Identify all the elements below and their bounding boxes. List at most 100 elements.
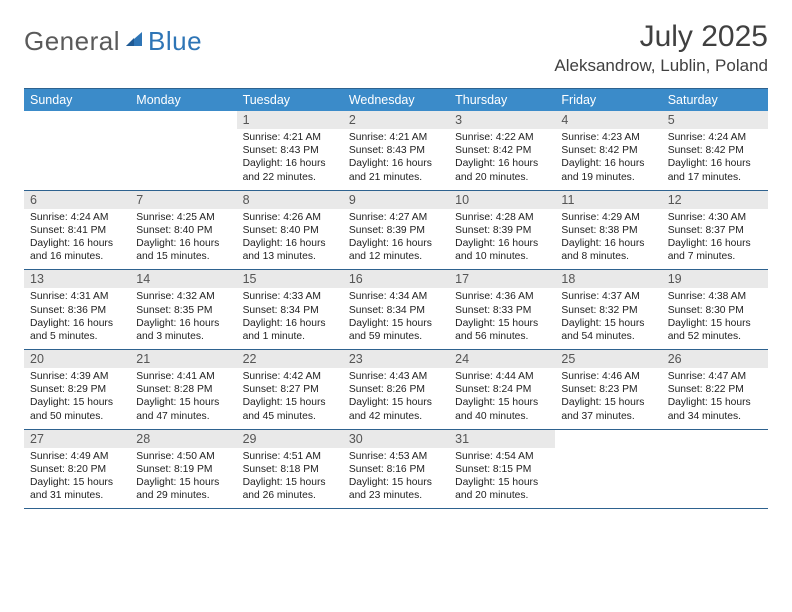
- day-number: 7: [130, 191, 236, 209]
- day-number: 31: [449, 430, 555, 448]
- daylight-line: Daylight: 15 hours and 59 minutes.: [349, 317, 443, 343]
- day-number: 15: [237, 270, 343, 288]
- day-number: [555, 430, 661, 448]
- week-row: 6789101112Sunrise: 4:24 AMSunset: 8:41 P…: [24, 191, 768, 271]
- daynum-strip: 13141516171819: [24, 270, 768, 288]
- sunrise-line: Sunrise: 4:36 AM: [455, 290, 549, 303]
- day-number: 1: [237, 111, 343, 129]
- sunrise-line: Sunrise: 4:29 AM: [561, 211, 655, 224]
- day-number: 4: [555, 111, 661, 129]
- daylight-line: Daylight: 16 hours and 19 minutes.: [561, 157, 655, 183]
- weeks-container: 12345Sunrise: 4:21 AMSunset: 8:43 PMDayl…: [24, 111, 768, 509]
- details-strip: Sunrise: 4:39 AMSunset: 8:29 PMDaylight:…: [24, 368, 768, 429]
- day-number: 8: [237, 191, 343, 209]
- sunrise-line: Sunrise: 4:24 AM: [668, 131, 762, 144]
- month-title: July 2025: [554, 20, 768, 54]
- brand-logo: General Blue: [24, 26, 202, 57]
- day-number: 17: [449, 270, 555, 288]
- dow-header-cell: Saturday: [662, 89, 768, 111]
- sunrise-line: Sunrise: 4:37 AM: [561, 290, 655, 303]
- day-detail-cell: Sunrise: 4:44 AMSunset: 8:24 PMDaylight:…: [449, 368, 555, 429]
- day-detail-cell: Sunrise: 4:24 AMSunset: 8:41 PMDaylight:…: [24, 209, 130, 270]
- day-detail-cell: Sunrise: 4:51 AMSunset: 8:18 PMDaylight:…: [237, 448, 343, 509]
- daylight-line: Daylight: 15 hours and 45 minutes.: [243, 396, 337, 422]
- sunset-line: Sunset: 8:39 PM: [455, 224, 549, 237]
- day-detail-cell: Sunrise: 4:25 AMSunset: 8:40 PMDaylight:…: [130, 209, 236, 270]
- day-detail-cell: Sunrise: 4:53 AMSunset: 8:16 PMDaylight:…: [343, 448, 449, 509]
- sunrise-line: Sunrise: 4:50 AM: [136, 450, 230, 463]
- sunrise-line: Sunrise: 4:28 AM: [455, 211, 549, 224]
- brand-part1: General: [24, 26, 120, 57]
- sunrise-line: Sunrise: 4:42 AM: [243, 370, 337, 383]
- day-number: 12: [662, 191, 768, 209]
- dow-header-cell: Tuesday: [237, 89, 343, 111]
- day-detail-cell: Sunrise: 4:28 AMSunset: 8:39 PMDaylight:…: [449, 209, 555, 270]
- sunset-line: Sunset: 8:43 PM: [243, 144, 337, 157]
- day-detail-cell: Sunrise: 4:49 AMSunset: 8:20 PMDaylight:…: [24, 448, 130, 509]
- daylight-line: Daylight: 15 hours and 37 minutes.: [561, 396, 655, 422]
- sunset-line: Sunset: 8:42 PM: [668, 144, 762, 157]
- sunrise-line: Sunrise: 4:41 AM: [136, 370, 230, 383]
- day-detail-cell: Sunrise: 4:29 AMSunset: 8:38 PMDaylight:…: [555, 209, 661, 270]
- day-detail-cell: [130, 129, 236, 190]
- day-detail-cell: Sunrise: 4:22 AMSunset: 8:42 PMDaylight:…: [449, 129, 555, 190]
- daynum-strip: 20212223242526: [24, 350, 768, 368]
- week-row: 2728293031Sunrise: 4:49 AMSunset: 8:20 P…: [24, 430, 768, 510]
- day-detail-cell: [555, 448, 661, 509]
- sunset-line: Sunset: 8:43 PM: [349, 144, 443, 157]
- day-detail-cell: [662, 448, 768, 509]
- daylight-line: Daylight: 15 hours and 34 minutes.: [668, 396, 762, 422]
- daylight-line: Daylight: 15 hours and 50 minutes.: [30, 396, 124, 422]
- daylight-line: Daylight: 16 hours and 16 minutes.: [30, 237, 124, 263]
- daylight-line: Daylight: 16 hours and 22 minutes.: [243, 157, 337, 183]
- day-detail-cell: Sunrise: 4:41 AMSunset: 8:28 PMDaylight:…: [130, 368, 236, 429]
- week-row: 12345Sunrise: 4:21 AMSunset: 8:43 PMDayl…: [24, 111, 768, 191]
- daylight-line: Daylight: 16 hours and 20 minutes.: [455, 157, 549, 183]
- sunset-line: Sunset: 8:34 PM: [243, 304, 337, 317]
- sunrise-line: Sunrise: 4:53 AM: [349, 450, 443, 463]
- sunset-line: Sunset: 8:40 PM: [136, 224, 230, 237]
- sunset-line: Sunset: 8:36 PM: [30, 304, 124, 317]
- sunrise-line: Sunrise: 4:21 AM: [243, 131, 337, 144]
- sunset-line: Sunset: 8:27 PM: [243, 383, 337, 396]
- sunrise-line: Sunrise: 4:39 AM: [30, 370, 124, 383]
- sunset-line: Sunset: 8:40 PM: [243, 224, 337, 237]
- daynum-strip: 6789101112: [24, 191, 768, 209]
- day-number: [24, 111, 130, 129]
- day-number: [662, 430, 768, 448]
- day-number: 20: [24, 350, 130, 368]
- details-strip: Sunrise: 4:21 AMSunset: 8:43 PMDaylight:…: [24, 129, 768, 190]
- sunrise-line: Sunrise: 4:22 AM: [455, 131, 549, 144]
- day-detail-cell: Sunrise: 4:46 AMSunset: 8:23 PMDaylight:…: [555, 368, 661, 429]
- sunset-line: Sunset: 8:29 PM: [30, 383, 124, 396]
- daylight-line: Daylight: 16 hours and 10 minutes.: [455, 237, 549, 263]
- dow-header-cell: Sunday: [24, 89, 130, 111]
- day-number: 30: [343, 430, 449, 448]
- sunset-line: Sunset: 8:20 PM: [30, 463, 124, 476]
- sunset-line: Sunset: 8:41 PM: [30, 224, 124, 237]
- daylight-line: Daylight: 15 hours and 26 minutes.: [243, 476, 337, 502]
- daylight-line: Daylight: 15 hours and 40 minutes.: [455, 396, 549, 422]
- day-number: 10: [449, 191, 555, 209]
- details-strip: Sunrise: 4:31 AMSunset: 8:36 PMDaylight:…: [24, 288, 768, 349]
- sunrise-line: Sunrise: 4:30 AM: [668, 211, 762, 224]
- sunrise-line: Sunrise: 4:43 AM: [349, 370, 443, 383]
- day-number: 2: [343, 111, 449, 129]
- daylight-line: Daylight: 16 hours and 5 minutes.: [30, 317, 124, 343]
- day-detail-cell: Sunrise: 4:38 AMSunset: 8:30 PMDaylight:…: [662, 288, 768, 349]
- day-detail-cell: Sunrise: 4:36 AMSunset: 8:33 PMDaylight:…: [449, 288, 555, 349]
- day-number: 9: [343, 191, 449, 209]
- day-number: 21: [130, 350, 236, 368]
- day-number: [130, 111, 236, 129]
- brand-sail-icon: [124, 29, 146, 54]
- day-number: 3: [449, 111, 555, 129]
- details-strip: Sunrise: 4:24 AMSunset: 8:41 PMDaylight:…: [24, 209, 768, 270]
- sunrise-line: Sunrise: 4:38 AM: [668, 290, 762, 303]
- details-strip: Sunrise: 4:49 AMSunset: 8:20 PMDaylight:…: [24, 448, 768, 509]
- daynum-strip: 2728293031: [24, 430, 768, 448]
- day-number: 26: [662, 350, 768, 368]
- day-number: 22: [237, 350, 343, 368]
- day-number: 5: [662, 111, 768, 129]
- sunset-line: Sunset: 8:37 PM: [668, 224, 762, 237]
- daylight-line: Daylight: 16 hours and 7 minutes.: [668, 237, 762, 263]
